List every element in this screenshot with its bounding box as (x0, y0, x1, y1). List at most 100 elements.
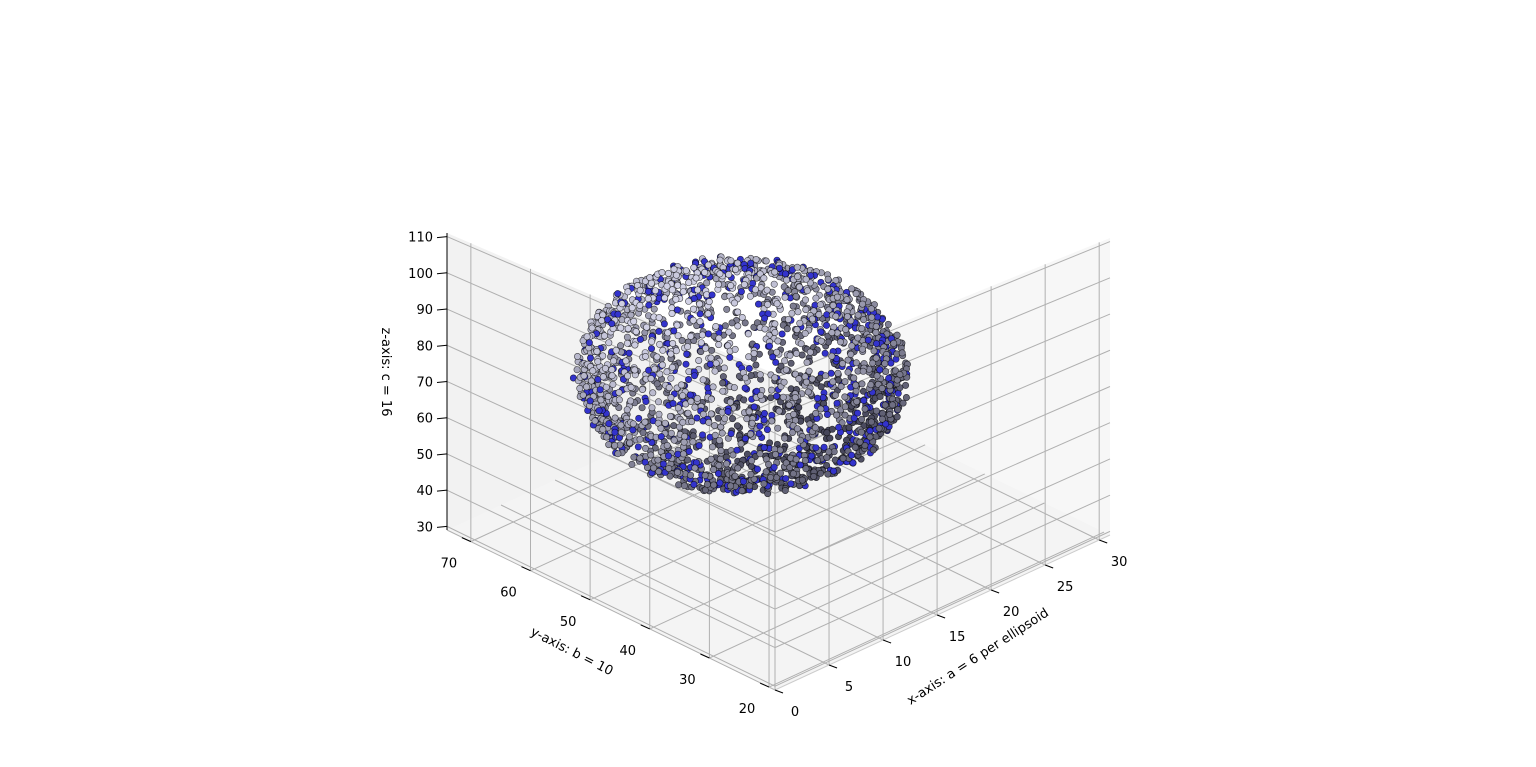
data-point (813, 394, 821, 402)
data-point (696, 310, 704, 318)
data-point (624, 325, 632, 333)
data-point (792, 455, 800, 463)
data-point (808, 452, 816, 460)
data-point (657, 433, 665, 441)
data-point (630, 317, 638, 325)
data-point (615, 388, 623, 396)
data-point (576, 384, 584, 392)
data-point (664, 269, 672, 277)
data-point (730, 299, 738, 307)
data-point (828, 352, 836, 360)
data-point (833, 411, 841, 419)
data-point (710, 481, 718, 489)
data-point (605, 420, 613, 428)
data-point (687, 471, 695, 479)
data-point (657, 424, 665, 432)
data-point (707, 455, 715, 463)
data-point (649, 389, 657, 397)
data-point (721, 415, 729, 423)
data-point (824, 470, 832, 478)
z-tick (436, 453, 448, 456)
data-point (748, 419, 756, 427)
data-point (733, 446, 741, 454)
data-point (771, 320, 779, 328)
data-point (611, 414, 619, 422)
data-point (793, 425, 801, 433)
data-point (872, 340, 880, 348)
data-point (787, 359, 795, 367)
data-point (792, 349, 800, 357)
data-point (654, 456, 662, 464)
data-point (658, 268, 666, 276)
data-point (681, 432, 689, 440)
data-point (638, 404, 646, 412)
data-point (750, 475, 758, 483)
data-point (680, 482, 688, 490)
data-point (808, 315, 816, 323)
data-point (614, 450, 622, 458)
data-point (694, 286, 702, 294)
data-point (589, 367, 597, 375)
data-point (731, 472, 739, 480)
data-point (719, 379, 727, 387)
x-tick (774, 689, 784, 694)
data-point (876, 392, 884, 400)
data-point (689, 305, 697, 313)
data-point (752, 361, 760, 369)
z-tick (436, 380, 448, 383)
z-tick (436, 344, 448, 347)
data-point (667, 394, 675, 402)
data-point (626, 439, 634, 447)
data-point (663, 441, 671, 449)
data-point (707, 395, 715, 403)
data-point (836, 338, 844, 346)
data-point (631, 366, 639, 374)
data-point (814, 456, 822, 464)
z-grid-line (774, 494, 1111, 649)
data-point (665, 384, 673, 392)
data-point (580, 372, 588, 380)
data-point (705, 298, 713, 306)
z-grid-line (774, 530, 1111, 687)
data-point (669, 339, 677, 347)
data-point (673, 306, 681, 314)
data-point (852, 387, 860, 395)
data-point (728, 415, 736, 423)
data-point (867, 418, 875, 426)
data-point (898, 349, 906, 357)
y-grid-line (589, 444, 926, 601)
y-grid-line (768, 531, 1105, 688)
data-point (635, 414, 643, 422)
data-point (867, 305, 875, 313)
data-point (820, 443, 828, 451)
z-tick-label: 40 (416, 484, 433, 499)
x-grid-line (554, 479, 884, 641)
data-point (724, 408, 732, 416)
data-point (674, 404, 682, 412)
z-grid-line (446, 417, 776, 571)
x-tick-label: 5 (845, 680, 853, 695)
data-point (811, 424, 819, 432)
data-point (828, 329, 836, 337)
x-tick-label: 15 (949, 630, 966, 645)
data-point (899, 399, 907, 407)
data-point (773, 348, 781, 356)
data-point (641, 352, 649, 360)
z-axis-title: z-axis: c = 16 (378, 328, 393, 417)
data-point (812, 409, 820, 417)
data-point (756, 450, 764, 458)
data-point (893, 331, 901, 339)
data-point (586, 397, 594, 405)
data-point (643, 323, 651, 331)
data-point (856, 438, 864, 446)
z-grid-line (446, 453, 776, 610)
z-tick-label: 90 (416, 303, 433, 318)
z-grid-line (774, 422, 1111, 571)
data-point (860, 396, 868, 404)
x-tick (882, 639, 892, 644)
data-point (797, 340, 805, 348)
data-point (622, 357, 630, 365)
data-point (717, 447, 725, 455)
data-point (821, 349, 829, 357)
z-grid-line (446, 525, 776, 687)
